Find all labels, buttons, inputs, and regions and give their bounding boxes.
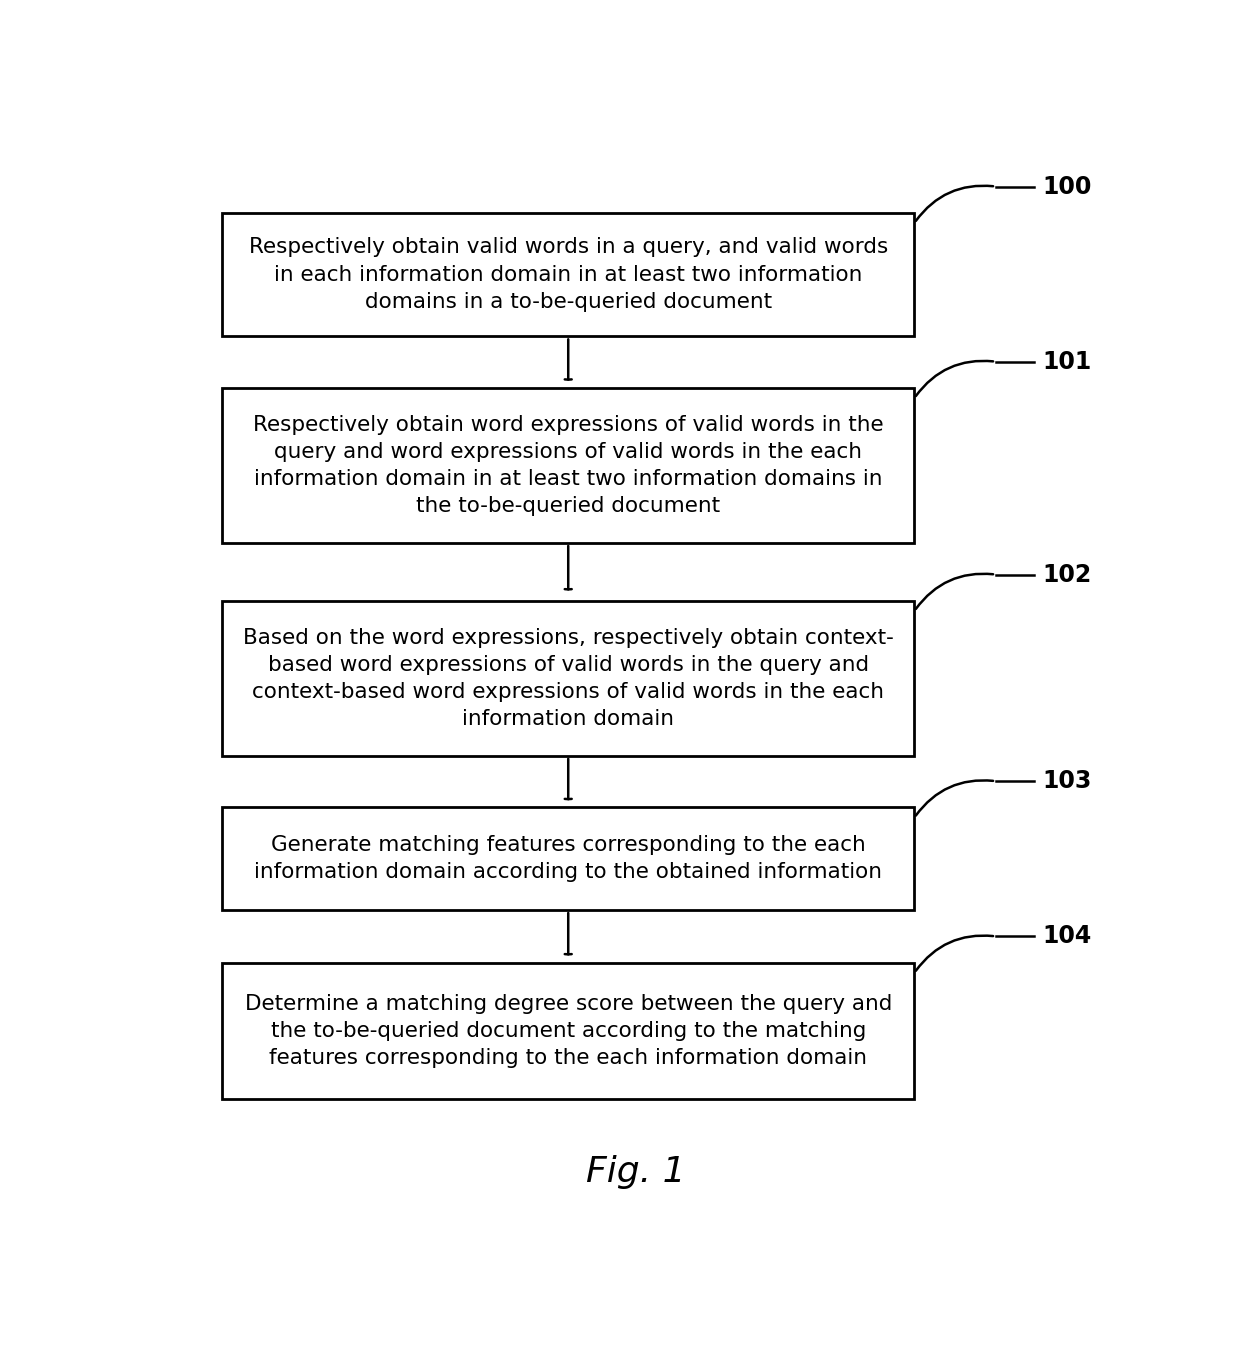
- Text: 103: 103: [1042, 770, 1091, 793]
- FancyArrowPatch shape: [916, 361, 993, 396]
- FancyArrowPatch shape: [916, 185, 993, 221]
- FancyArrowPatch shape: [916, 573, 993, 609]
- FancyBboxPatch shape: [222, 388, 914, 543]
- FancyBboxPatch shape: [222, 212, 914, 336]
- FancyArrowPatch shape: [916, 780, 993, 816]
- FancyBboxPatch shape: [222, 963, 914, 1099]
- Text: Generate matching features corresponding to the each
information domain accordin: Generate matching features corresponding…: [254, 835, 882, 883]
- Text: Respectively obtain valid words in a query, and valid words
in each information : Respectively obtain valid words in a que…: [248, 237, 888, 312]
- Text: 101: 101: [1042, 350, 1091, 373]
- Text: Determine a matching degree score between the query and
the to-be-queried docume: Determine a matching degree score betwee…: [244, 993, 892, 1068]
- Text: 102: 102: [1042, 563, 1091, 587]
- Text: 100: 100: [1042, 174, 1091, 199]
- Text: Respectively obtain word expressions of valid words in the
query and word expres: Respectively obtain word expressions of …: [253, 414, 884, 516]
- FancyBboxPatch shape: [222, 808, 914, 910]
- FancyBboxPatch shape: [222, 601, 914, 756]
- Text: Based on the word expressions, respectively obtain context-
based word expressio: Based on the word expressions, respectiv…: [243, 628, 894, 729]
- FancyArrowPatch shape: [916, 936, 993, 971]
- Text: Fig. 1: Fig. 1: [585, 1155, 686, 1189]
- Text: 104: 104: [1042, 925, 1091, 948]
